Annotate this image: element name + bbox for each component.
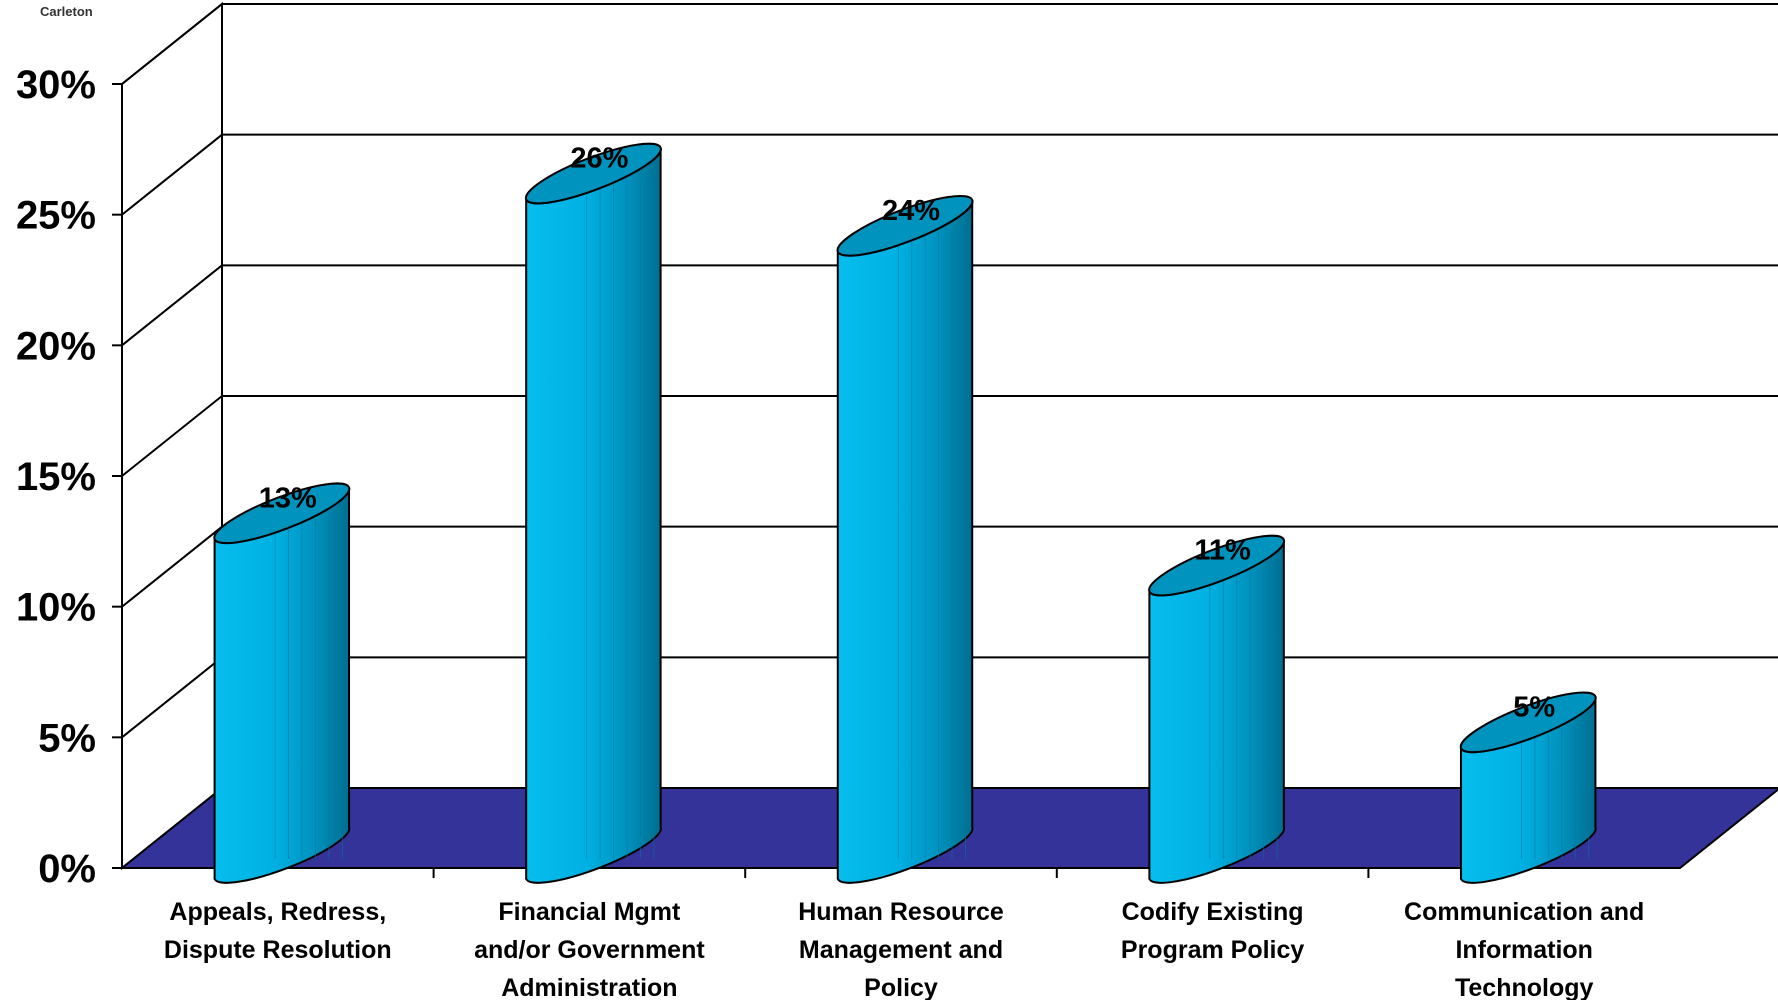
y-axis: 0% 5% 10% 15% 20% 25% 30%	[16, 63, 123, 891]
bar	[1459, 691, 1597, 884]
bars	[213, 142, 1597, 884]
x-category-label: Codify Existing	[1122, 898, 1304, 926]
gridline-depth	[121, 3, 223, 85]
y-tick-label: 0%	[38, 847, 96, 891]
x-category-label: Management and	[799, 936, 1003, 964]
x-category-label: Appeals, Redress,	[169, 898, 386, 926]
y-tick-label: 20%	[16, 324, 96, 368]
bar-top	[1459, 691, 1597, 754]
gridline-depth	[121, 264, 223, 347]
gridline-depth	[121, 525, 223, 608]
x-axis-labels: Appeals, Redress, Dispute Resolution Finan…	[164, 898, 1644, 1000]
gridlines	[121, 3, 1778, 739]
x-category-label: Human Resource	[798, 898, 1004, 926]
bar-top	[213, 482, 351, 545]
bar	[524, 142, 662, 884]
y-tick-label: 5%	[38, 716, 96, 760]
data-label: 11%	[1194, 535, 1251, 567]
x-category-label: Dispute Resolution	[164, 936, 392, 964]
data-label: 24%	[882, 195, 940, 227]
gridline-depth	[121, 656, 223, 739]
y-tick-label: 30%	[16, 63, 96, 107]
data-label: 13%	[259, 482, 317, 514]
x-category-label: Financial Mgmt	[498, 898, 681, 926]
y-tick-label: 10%	[16, 586, 96, 630]
x-category-label: Technology	[1455, 974, 1594, 1000]
bar-top	[1148, 534, 1286, 597]
gridline-depth	[121, 395, 223, 477]
brand-logo-text: Carleton	[40, 4, 93, 19]
x-category-label: Program Policy	[1121, 936, 1304, 964]
data-label: 5%	[1513, 691, 1555, 723]
x-category-label: Administration	[501, 974, 677, 1000]
bar	[836, 194, 974, 884]
bar-top	[524, 142, 662, 205]
x-category-label: Communication and	[1404, 898, 1644, 926]
x-category-label: Policy	[864, 974, 938, 1000]
y-tick-label: 15%	[16, 455, 96, 499]
bar	[213, 482, 351, 884]
y-tick-label: 25%	[16, 194, 96, 238]
bar-top	[836, 194, 974, 257]
data-label: 26%	[570, 143, 628, 175]
bar	[1148, 534, 1286, 884]
x-category-label: Information	[1455, 936, 1593, 964]
data-labels: 13% 26% 24% 11% 5%	[259, 143, 1556, 724]
gridline-depth	[121, 133, 223, 216]
x-category-label: and/or Government	[474, 936, 705, 964]
